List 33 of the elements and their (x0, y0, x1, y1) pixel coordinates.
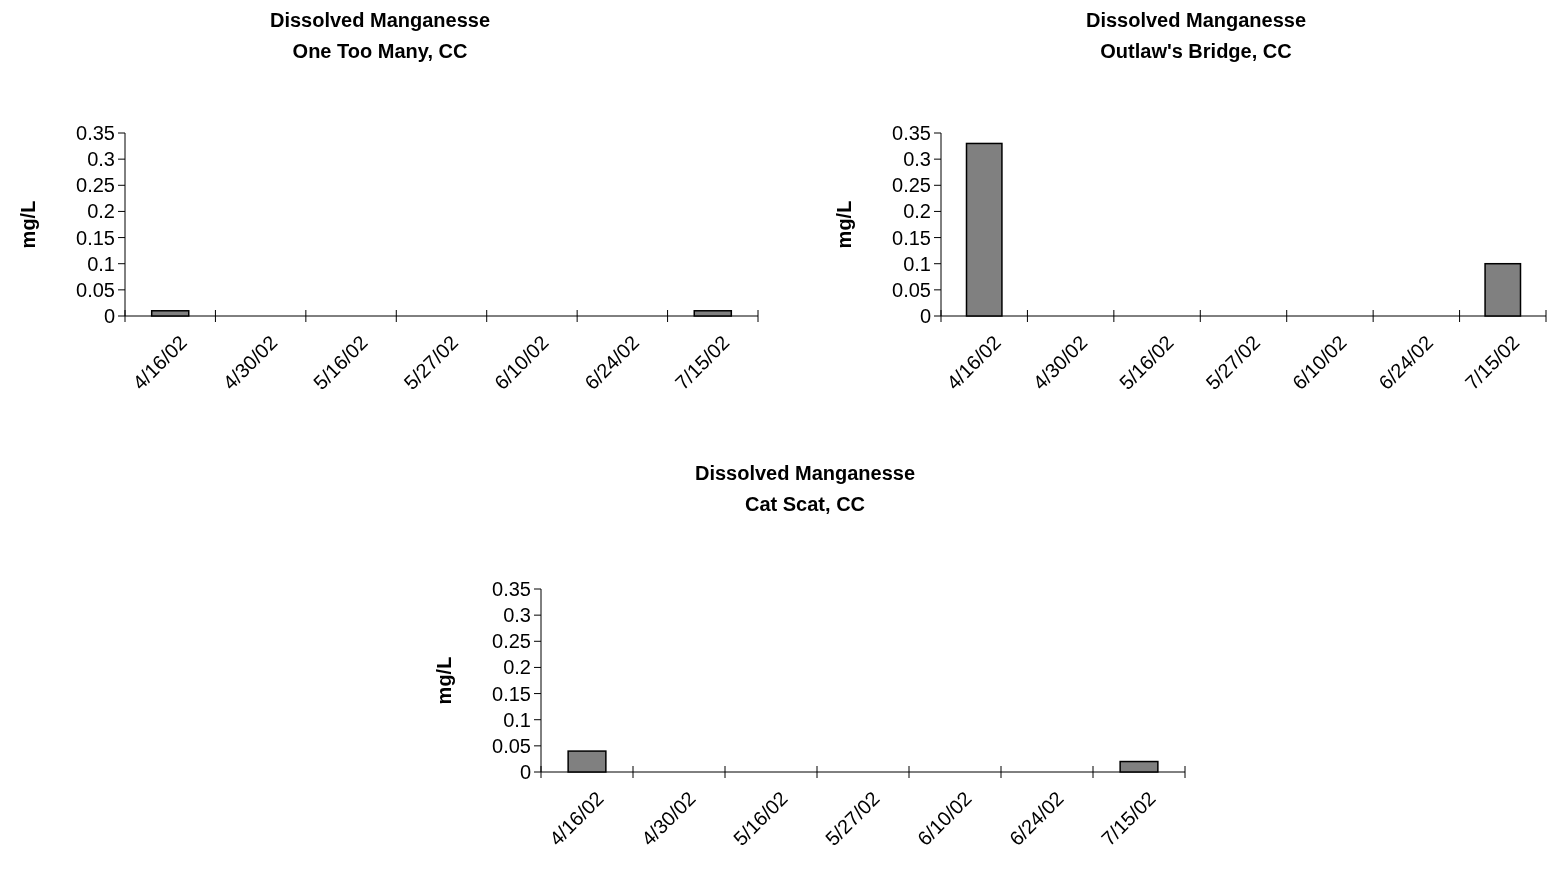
y-axis-title: mg/L (833, 200, 855, 249)
chart-title: Dissolved Manganesse (694, 462, 916, 484)
y-tick-label: 0.25 (492, 630, 531, 653)
y-tick-label: 0.1 (903, 252, 931, 275)
y-axis-title: mg/L (433, 656, 455, 705)
y-tick-label: 0.05 (76, 278, 115, 301)
chart-subtitle: Cat Scat, CC (744, 493, 866, 515)
y-tick-label: 0.25 (76, 174, 115, 197)
chart-title: Dissolved Manganesse (1085, 9, 1307, 31)
y-tick-label: 0.05 (892, 278, 931, 301)
y-tick-label: 0 (919, 305, 931, 327)
y-tick-label: 0.3 (903, 148, 931, 171)
y-tick-label: 0.1 (503, 708, 531, 731)
y-tick-label: 0.35 (76, 122, 115, 144)
y-tick-label: 0.1 (87, 252, 115, 275)
y-tick-label: 0.2 (87, 200, 115, 223)
y-tick-label: 0.2 (903, 200, 931, 223)
y-tick-label: 0.15 (492, 682, 531, 705)
chart-title: Dissolved Manganesse (269, 9, 491, 31)
y-tick-label: 0.05 (492, 734, 531, 757)
chart-subtitle: One Too Many, CC (292, 40, 468, 62)
y-tick-label: 0.15 (892, 226, 931, 249)
y-tick-label: 0.35 (892, 122, 931, 144)
y-tick-label: 0.3 (503, 604, 531, 627)
y-tick-label: 0.15 (76, 226, 115, 249)
y-tick-label: 0.35 (492, 578, 531, 600)
y-tick-label: 0.2 (503, 656, 531, 679)
y-tick-label: 0 (519, 761, 531, 783)
y-axis-title: mg/L (17, 200, 39, 249)
y-tick-label: 0.25 (892, 174, 931, 197)
y-tick-label: 0 (103, 305, 115, 327)
chart-subtitle: Outlaw's Bridge, CC (1100, 40, 1292, 62)
y-tick-label: 0.3 (87, 148, 115, 171)
